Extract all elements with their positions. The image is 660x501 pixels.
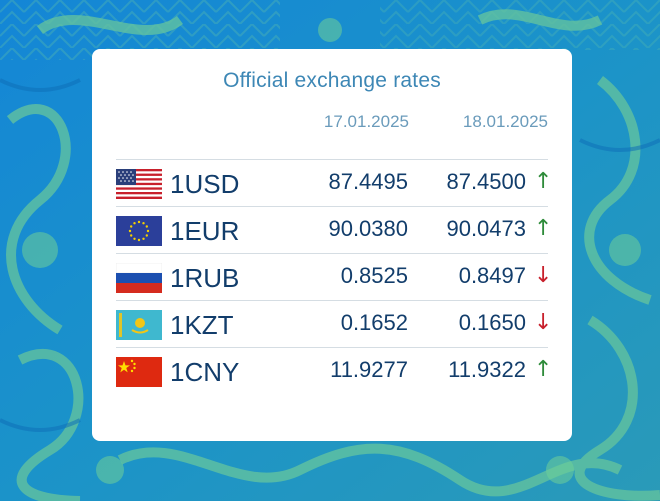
- panel-title: Official exchange rates: [223, 69, 441, 92]
- currency-code: 1EUR: [170, 216, 240, 246]
- date-column-header-1: 17.01.2025: [323, 112, 409, 131]
- trend-up-icon: ↑: [534, 216, 553, 241]
- ru-flag-icon: [116, 263, 162, 293]
- eu-flag-icon: [116, 216, 162, 246]
- cn-flag-icon: [116, 357, 162, 387]
- kz-flag-icon: [116, 310, 162, 340]
- rate-row-rub: 1RUB 0.8525 0.8497 ↓: [116, 253, 552, 300]
- rate-date-2: 11.9322: [448, 357, 526, 382]
- currency-code: 1USD: [170, 169, 240, 199]
- rates-table: 1USD 87.4495 87.4500 ↑ 1EUR 90.0380: [116, 159, 552, 394]
- exchange-rates-panel: Official exchange rates 17.01.2025 18.01…: [92, 49, 572, 441]
- rate-date-2: 87.4500: [446, 169, 526, 194]
- rate-date-2: 0.8497: [458, 263, 526, 288]
- rate-date-1: 90.0380: [328, 216, 408, 241]
- rate-date-1: 0.1652: [340, 310, 408, 335]
- date-column-header-2: 18.01.2025: [462, 112, 548, 131]
- rate-date-1: 11.9277: [330, 357, 408, 382]
- rate-row-cny: 1CNY 11.9277 11.9322 ↑: [116, 347, 552, 394]
- trend-up-icon: ↑: [534, 169, 553, 194]
- trend-down-icon: ↓: [534, 263, 553, 288]
- rate-row-kzt: 1KZT 0.1652 0.1650 ↓: [116, 300, 552, 347]
- currency-code: 1KZT: [170, 310, 234, 340]
- trend-down-icon: ↓: [534, 310, 553, 335]
- rate-row-eur: 1EUR 90.0380 90.0473 ↑: [116, 206, 552, 253]
- currency-code: 1CNY: [170, 357, 240, 387]
- rate-date-1: 87.4495: [328, 169, 408, 194]
- trend-up-icon: ↑: [534, 357, 553, 382]
- currency-code: 1RUB: [170, 263, 240, 293]
- rate-date-1: 0.8525: [340, 263, 408, 288]
- rate-date-2: 90.0473: [446, 216, 526, 241]
- rate-row-usd: 1USD 87.4495 87.4500 ↑: [116, 159, 552, 206]
- us-flag-icon: [116, 169, 162, 199]
- rate-date-2: 0.1650: [458, 310, 526, 335]
